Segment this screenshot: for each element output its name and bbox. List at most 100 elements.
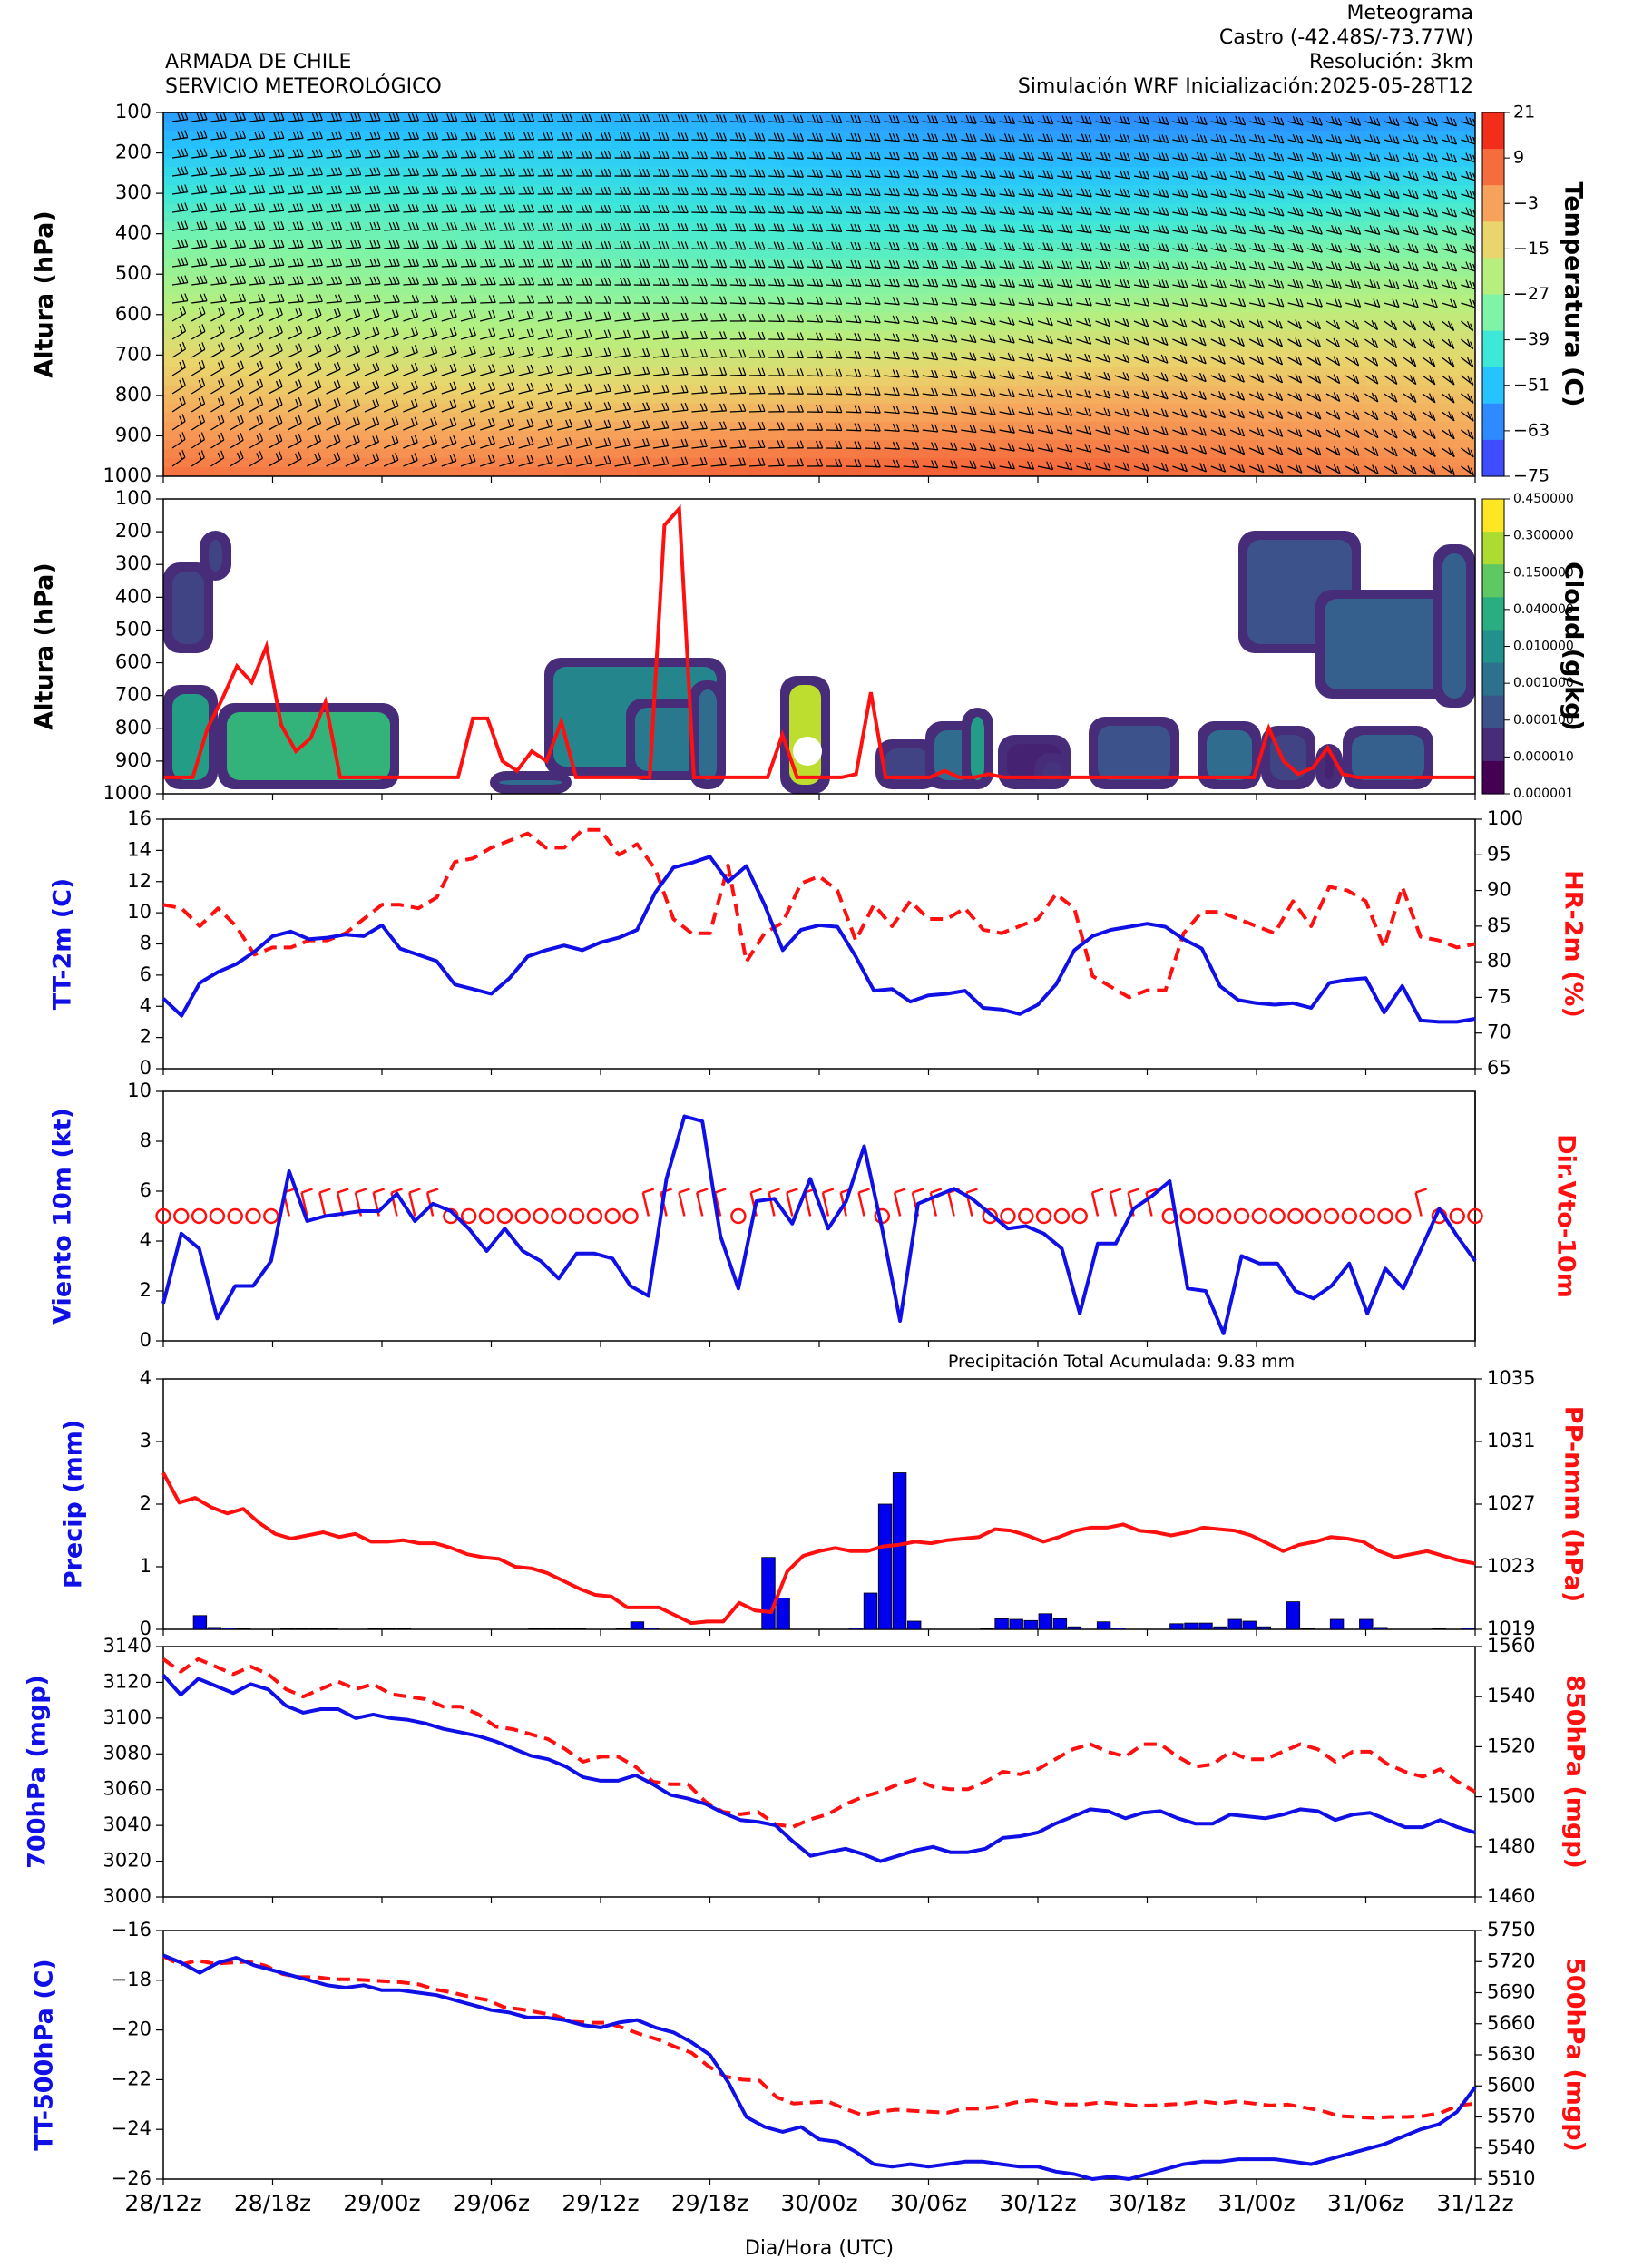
wind-barb-flag xyxy=(277,149,281,157)
temperature-cell xyxy=(1257,430,1295,441)
temperature-cell xyxy=(1365,312,1403,323)
temperature-cell xyxy=(1001,330,1039,341)
wind-barb-flag xyxy=(684,187,689,195)
wind-barb-flag xyxy=(699,187,704,195)
temperature-cell xyxy=(455,394,493,405)
wind-barb xyxy=(480,132,496,141)
temperature-cell xyxy=(746,185,784,196)
wind-barb-flag xyxy=(392,185,396,194)
wind-barb-flag xyxy=(335,185,339,194)
temperature-cell xyxy=(1293,276,1331,287)
temperature-cell xyxy=(1438,348,1475,359)
wind-barb xyxy=(922,169,939,179)
wind-barb xyxy=(1172,170,1188,181)
wind-barb-flag xyxy=(792,187,797,195)
temperature-cell xyxy=(1438,303,1475,314)
header-left: ARMADA DE CHILE SERVICIO METEOROLÓGICO xyxy=(165,50,442,99)
temperature-cell xyxy=(308,339,347,350)
temperature-cell xyxy=(1257,439,1295,450)
temperature-cell xyxy=(1257,339,1295,350)
temperature-cell xyxy=(1438,131,1475,142)
temperature-cell xyxy=(1038,131,1076,142)
wind-barb-flag xyxy=(181,166,185,175)
wind-barb xyxy=(441,149,458,159)
temperature-cell xyxy=(928,321,966,332)
wind-barb-flag xyxy=(238,167,243,175)
wind-barb-flag xyxy=(1354,135,1358,143)
temperature-cell xyxy=(892,385,930,396)
wind-barb-flag xyxy=(200,149,204,157)
wind-barb-flag xyxy=(277,131,281,139)
wind-barb-flag xyxy=(504,150,508,158)
wind-barb-flag xyxy=(1472,136,1475,144)
wind-barb-flag xyxy=(758,114,762,122)
temperature-cell xyxy=(1293,430,1331,441)
wind-barb xyxy=(307,131,323,141)
wind-barb xyxy=(961,187,977,197)
wind-barb xyxy=(710,169,728,178)
temperature-cell xyxy=(1110,412,1149,423)
temperature-cell xyxy=(856,194,894,205)
wind-barb xyxy=(729,169,747,178)
wind-barb xyxy=(210,130,227,141)
temperature-cell xyxy=(563,194,601,205)
temperature-cell xyxy=(1001,385,1039,396)
wind-barb-flag xyxy=(261,166,266,175)
temperature-cell xyxy=(1293,303,1331,314)
temperature-cell xyxy=(1074,439,1112,450)
temperature-cell xyxy=(1110,348,1149,359)
wind-barb-flag xyxy=(588,113,592,122)
temperature-cell xyxy=(563,467,601,476)
wind-barb-flag xyxy=(1139,152,1143,160)
wind-barb-flag xyxy=(1369,134,1374,142)
wind-barb-flag xyxy=(984,151,989,160)
temperature-cell xyxy=(819,339,857,350)
temperature-cell xyxy=(1038,303,1076,314)
temperature-cell xyxy=(1110,112,1149,122)
wind-barb-flag xyxy=(1450,171,1454,180)
temperature-cell xyxy=(1219,457,1257,468)
temperature-cell xyxy=(782,122,820,132)
wind-barb xyxy=(1229,133,1247,144)
wind-barb-flag xyxy=(427,150,432,158)
wind-barb-flag xyxy=(261,112,266,121)
temperature-cell xyxy=(673,176,711,187)
wind-barb-flag xyxy=(238,185,243,193)
wind-barb-flag xyxy=(1100,170,1105,178)
temperature-cell xyxy=(272,212,310,223)
temperature-cell xyxy=(1365,330,1403,341)
wind-barb-flag xyxy=(723,132,728,141)
temperature-cell xyxy=(637,158,675,169)
wind-barb-flag xyxy=(1315,171,1319,180)
wind-barb-flag xyxy=(1254,115,1258,124)
temperature-cell xyxy=(637,131,675,142)
temperature-cell xyxy=(1183,394,1221,405)
wind-barb xyxy=(249,166,266,177)
wind-barb-flag xyxy=(646,169,650,177)
temperature-cell xyxy=(928,367,966,377)
temperature-cell xyxy=(709,131,748,142)
wind-barb-flag xyxy=(219,149,223,157)
wind-barb-flag xyxy=(1042,170,1047,178)
temperature-cell xyxy=(272,312,310,323)
temperature-cell xyxy=(1183,439,1221,450)
wind-barb-flag xyxy=(1177,152,1181,161)
temperature-cell xyxy=(1365,321,1403,332)
temperature-cell xyxy=(856,467,894,476)
wind-barb-flag xyxy=(1315,152,1319,161)
wind-barb-flag xyxy=(407,168,412,176)
temperature-cell xyxy=(163,412,201,423)
temperature-cell xyxy=(491,467,529,476)
wind-barb xyxy=(1306,115,1323,126)
wind-barb xyxy=(614,113,631,122)
temperature-cell xyxy=(200,439,238,450)
temperature-cell xyxy=(527,240,565,250)
wind-barb xyxy=(633,150,650,159)
temperature-cell xyxy=(601,448,639,459)
temperature-cell xyxy=(345,158,383,169)
temperature-cell xyxy=(1074,457,1112,468)
temperature-cell xyxy=(563,448,601,459)
wind-barb-flag xyxy=(431,186,435,194)
temperature-cell xyxy=(1219,230,1257,241)
wind-barb-staff xyxy=(672,302,689,305)
